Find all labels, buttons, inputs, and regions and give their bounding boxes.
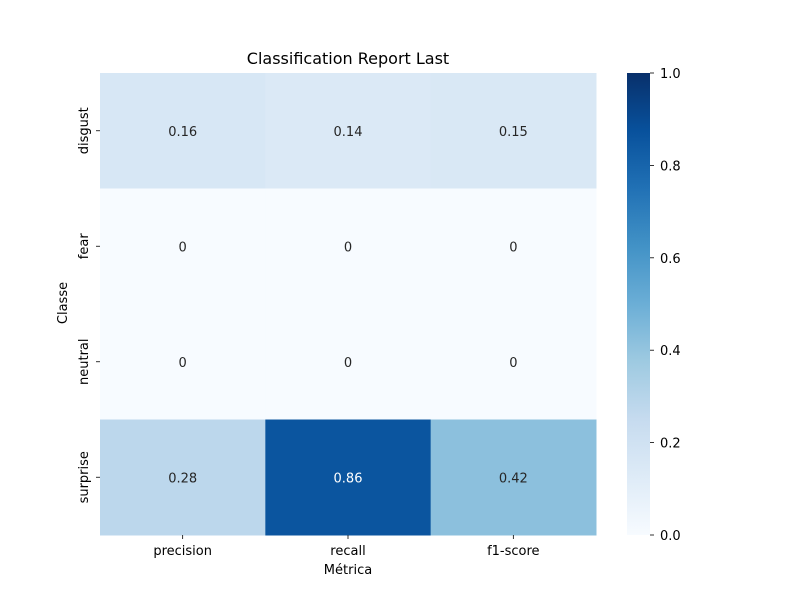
colorbar-axis: 0.0 0.2 0.4 0.6 0.8 1.0 <box>650 67 681 544</box>
heatmap-cell <box>100 188 266 305</box>
heatmap-cell <box>430 73 597 189</box>
y-tick-label: surprise <box>77 451 92 503</box>
cell-label: 0 <box>509 240 517 255</box>
cell-label: 0 <box>179 240 187 255</box>
cell-label: 0.16 <box>168 125 197 140</box>
heatmap-cell <box>265 188 432 305</box>
y-axis-label: Classe <box>56 282 71 324</box>
heatmap-cells <box>100 73 597 536</box>
chart-title: Classification Report Last <box>247 49 449 68</box>
heatmap-cell-labels: 0.16 0.14 0.15 0 0 0 0 0 0 0.28 0.86 0.42 <box>168 125 528 487</box>
heatmap-cell <box>430 188 597 305</box>
cell-label: 0 <box>344 240 352 255</box>
cell-label: 0 <box>179 356 187 371</box>
heatmap-cell <box>430 304 597 420</box>
x-tick-label: precision <box>153 544 212 559</box>
cell-label: 0.28 <box>168 471 197 486</box>
colorbar-tick-label: 0.4 <box>660 344 681 359</box>
cell-label: 0.86 <box>334 471 363 486</box>
cell-label: 0.15 <box>499 125 528 140</box>
heatmap-cell <box>100 73 266 189</box>
colorbar-tick-label: 0.6 <box>660 252 681 267</box>
x-axis: precision recall f1-score <box>153 535 540 559</box>
heatmap-cell <box>265 419 432 536</box>
cell-label: 0 <box>509 356 517 371</box>
heatmap-cell <box>265 73 432 189</box>
cell-label: 0.42 <box>499 471 528 486</box>
colorbar-tick-label: 0.0 <box>660 529 681 544</box>
x-axis-label: Métrica <box>324 563 372 578</box>
y-axis: disgust fear neutral surprise <box>77 107 100 503</box>
colorbar-tick-label: 1.0 <box>660 67 681 82</box>
x-tick-label: recall <box>330 544 365 559</box>
colorbar <box>627 73 650 535</box>
colorbar-tick-label: 0.8 <box>660 159 681 174</box>
heatmap-cell <box>100 419 266 536</box>
x-tick-label: f1-score <box>487 544 539 559</box>
cell-label: 0 <box>344 356 352 371</box>
y-tick-label: fear <box>77 233 92 260</box>
heatmap-cell <box>430 419 597 536</box>
cell-label: 0.14 <box>334 125 363 140</box>
y-tick-label: disgust <box>77 107 92 154</box>
colorbar-tick-label: 0.2 <box>660 437 681 452</box>
heatmap-cell <box>100 304 266 420</box>
y-tick-label: neutral <box>77 339 92 386</box>
heatmap-cell <box>265 304 432 420</box>
